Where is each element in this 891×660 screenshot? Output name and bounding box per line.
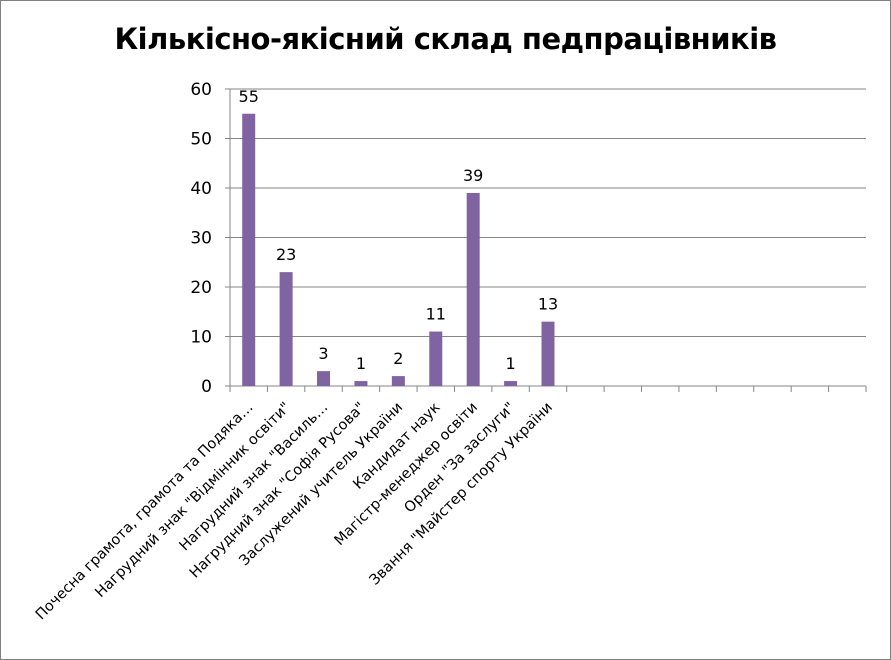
bar — [317, 371, 331, 386]
bar — [466, 192, 480, 386]
data-label: 3 — [318, 344, 328, 363]
data-label: 1 — [505, 354, 515, 373]
y-tick-label: 50 — [190, 130, 212, 150]
bar — [504, 381, 518, 386]
x-tick-label: Нагрудний знак "Василь… — [177, 400, 332, 555]
bar — [354, 381, 368, 386]
x-tick-labels: Почесна грамота, грамота та Подяка…Нагру… — [33, 399, 556, 623]
bars — [242, 113, 555, 386]
bar — [242, 113, 256, 386]
data-label: 13 — [538, 295, 558, 314]
data-label: 2 — [393, 349, 403, 368]
data-label: 11 — [426, 305, 446, 324]
y-tick-labels: 0 10 20 30 40 50 60 — [190, 80, 212, 397]
y-tick-label: 10 — [190, 328, 212, 348]
bar — [391, 376, 405, 386]
y-tick-label: 30 — [190, 229, 212, 249]
bar — [429, 331, 443, 386]
data-label: 39 — [463, 166, 483, 185]
y-tick-label: 40 — [190, 179, 212, 199]
y-tick-label: 20 — [190, 278, 212, 298]
gridlines — [230, 88, 866, 337]
data-label: 1 — [356, 354, 366, 373]
data-label: 55 — [239, 87, 259, 106]
data-labels: 55 23 3 1 2 11 39 1 13 — [239, 87, 559, 373]
data-label: 23 — [276, 245, 296, 264]
y-tick-label: 0 — [201, 377, 212, 397]
bar — [541, 321, 555, 386]
chart-title: Кількісно-якісний склад педпрацівників — [114, 22, 777, 56]
bar — [279, 272, 293, 386]
y-tick-label: 60 — [190, 80, 212, 100]
